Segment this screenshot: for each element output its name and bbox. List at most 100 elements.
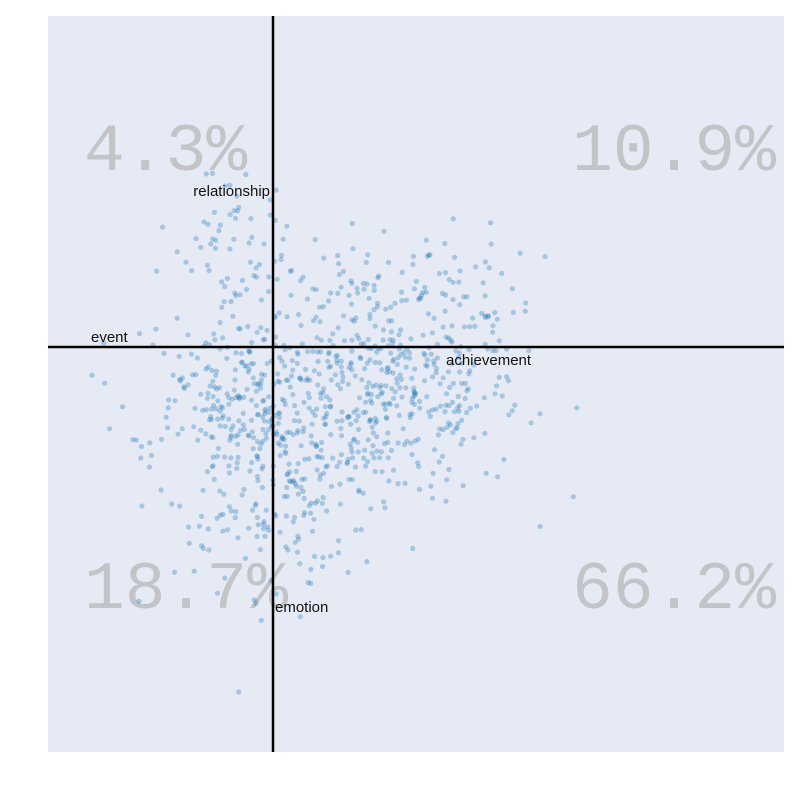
scatter-point bbox=[215, 398, 221, 404]
scatter-point bbox=[258, 297, 264, 303]
scatter-point bbox=[449, 361, 455, 367]
scatter-point bbox=[136, 331, 143, 337]
scatter-point bbox=[282, 347, 288, 353]
scatter-point bbox=[255, 411, 261, 418]
scatter-point bbox=[297, 561, 303, 567]
scatter-point bbox=[314, 453, 320, 459]
scatter-point bbox=[120, 404, 126, 410]
scatter-point bbox=[319, 500, 325, 506]
scatter-point bbox=[321, 386, 327, 392]
scatter-point bbox=[339, 433, 345, 439]
scatter-point bbox=[172, 398, 178, 404]
scatter-point bbox=[284, 223, 290, 229]
scatter-point bbox=[358, 341, 364, 347]
scatter-point bbox=[275, 378, 281, 384]
scatter-point bbox=[428, 351, 434, 357]
scatter-point bbox=[290, 367, 296, 373]
scatter-point bbox=[453, 426, 459, 432]
scatter-point bbox=[247, 349, 253, 355]
scatter-point bbox=[495, 474, 501, 480]
scatter-point bbox=[358, 527, 364, 533]
scatter-point bbox=[296, 536, 302, 542]
scatter-point bbox=[266, 527, 272, 533]
scatter-point bbox=[355, 290, 361, 296]
scatter-point bbox=[255, 477, 261, 483]
scatter-point bbox=[444, 424, 450, 430]
scatter-point bbox=[219, 304, 225, 310]
scatter-point bbox=[409, 375, 415, 381]
scatter-point bbox=[439, 290, 445, 296]
scatter-point bbox=[345, 456, 351, 462]
scatter-point bbox=[310, 348, 316, 354]
scatter-point bbox=[366, 419, 373, 425]
scatter-point bbox=[204, 469, 210, 475]
scatter-point bbox=[335, 382, 341, 388]
scatter-point bbox=[222, 423, 228, 430]
scatter-point bbox=[161, 350, 167, 357]
scatter-point bbox=[455, 354, 461, 361]
scatter-point bbox=[250, 375, 256, 381]
scatter-point bbox=[349, 367, 355, 373]
scatter-point bbox=[301, 399, 307, 405]
scatter-point bbox=[438, 403, 444, 409]
scatter-point bbox=[320, 390, 326, 396]
scatter-point bbox=[249, 234, 255, 240]
scatter-point bbox=[387, 337, 393, 343]
scatter-point bbox=[412, 391, 418, 397]
scatter-point bbox=[309, 440, 315, 446]
scatter-point bbox=[217, 222, 223, 228]
scatter-point bbox=[284, 493, 290, 499]
scatter-point bbox=[200, 545, 206, 552]
scatter-point bbox=[257, 446, 263, 452]
scatter-point bbox=[198, 513, 204, 520]
scatter-point bbox=[406, 350, 412, 356]
scatter-point bbox=[308, 433, 314, 439]
scatter-point bbox=[362, 399, 369, 405]
scatter-point bbox=[213, 372, 219, 378]
scatter-point bbox=[318, 390, 324, 396]
scatter-point bbox=[259, 466, 265, 472]
scatter-point bbox=[355, 413, 361, 419]
scatter-point bbox=[317, 476, 323, 482]
scatter-point bbox=[282, 363, 288, 369]
scatter-point bbox=[327, 404, 334, 410]
scatter-point bbox=[260, 463, 266, 469]
scatter-point bbox=[395, 440, 401, 446]
scatter-point bbox=[246, 240, 252, 246]
scatter-point bbox=[357, 354, 363, 360]
scatter-point bbox=[234, 460, 240, 466]
scatter-point bbox=[345, 381, 351, 387]
scatter-point bbox=[287, 469, 293, 475]
annotation-achievement: achievement bbox=[446, 352, 532, 369]
scatter-point bbox=[245, 432, 251, 438]
scatter-point bbox=[200, 407, 206, 413]
scatter-point bbox=[208, 241, 214, 247]
scatter-point bbox=[263, 507, 269, 513]
scatter-point bbox=[357, 395, 363, 401]
scatter-point bbox=[459, 417, 465, 423]
annotation-relationship: relationship bbox=[193, 183, 270, 200]
scatter-point bbox=[372, 359, 378, 365]
scatter-point bbox=[430, 495, 436, 501]
scatter-point bbox=[365, 459, 371, 465]
scatter-point bbox=[249, 429, 255, 435]
scatter-point bbox=[228, 455, 234, 461]
scatter-point bbox=[364, 384, 370, 390]
scatter-point bbox=[501, 456, 507, 463]
scatter-point bbox=[260, 521, 266, 527]
scatter-point bbox=[189, 268, 195, 274]
scatter-point bbox=[234, 465, 240, 471]
scatter-point bbox=[383, 415, 389, 421]
scatter-point bbox=[444, 477, 450, 483]
scatter-point bbox=[217, 423, 223, 429]
scatter-point bbox=[247, 348, 253, 355]
scatter-point bbox=[386, 400, 392, 406]
scatter-point bbox=[185, 332, 191, 338]
scatter-point bbox=[107, 426, 113, 432]
scatter-point bbox=[446, 466, 452, 473]
scatter-point bbox=[253, 600, 259, 606]
scatter-point bbox=[306, 405, 312, 411]
scatter-point bbox=[324, 394, 330, 400]
scatter-point bbox=[446, 335, 452, 341]
scatter-point bbox=[411, 401, 417, 407]
